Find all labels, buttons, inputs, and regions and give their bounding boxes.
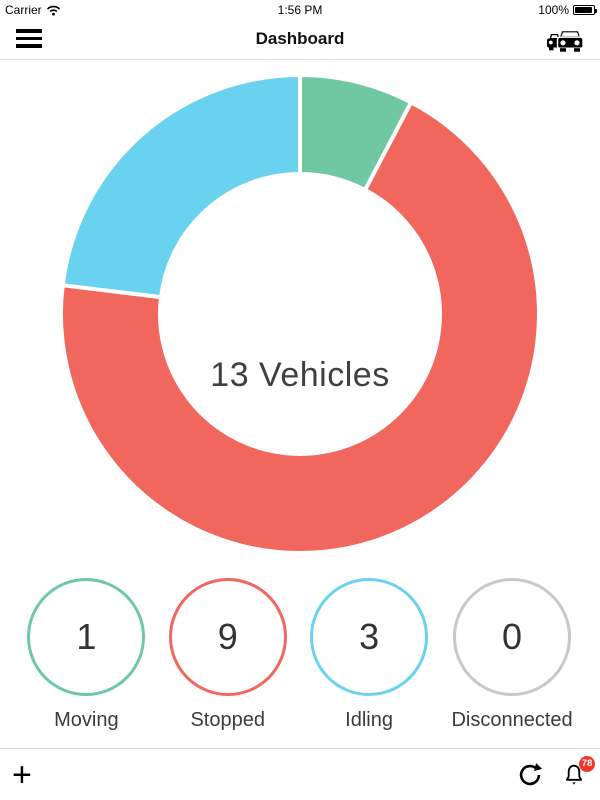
- status-item-disconnected[interactable]: 0 Disconnected: [451, 578, 573, 732]
- donut-segment-idling[interactable]: [60, 73, 302, 300]
- status-item-moving[interactable]: 1 Moving: [27, 578, 146, 732]
- idling-label: Idling: [345, 709, 393, 731]
- carrier-label: Carrier: [5, 3, 42, 17]
- status-item-stopped[interactable]: 9 Stopped: [168, 578, 287, 732]
- battery-percent-label: 100%: [538, 3, 569, 17]
- vehicle-status-donut: [58, 73, 541, 555]
- nav-bar: Dashboard: [0, 20, 600, 60]
- add-button[interactable]: +: [12, 755, 32, 794]
- status-circles-row: 1 Moving 9 Stopped 3 Idling 0 Disconnect…: [0, 578, 600, 732]
- status-bar: Carrier 1:56 PM 100%: [0, 0, 600, 20]
- disconnected-count-circle: 0: [453, 578, 572, 696]
- refresh-icon: [519, 762, 543, 785]
- bell-icon: [565, 764, 583, 785]
- stopped-count-circle: 9: [168, 578, 287, 696]
- car-fleet-icon: [547, 29, 584, 52]
- chart-center-label: 13 Vehicles: [210, 356, 390, 394]
- menu-button[interactable]: [16, 29, 42, 49]
- refresh-button[interactable]: [516, 760, 544, 790]
- wifi-icon: [46, 5, 60, 16]
- clock-label: 1:56 PM: [277, 3, 323, 17]
- idling-count-circle: 3: [310, 578, 429, 696]
- donut-segment-stopped[interactable]: [58, 100, 541, 555]
- chart-area: 13 Vehicles: [0, 60, 600, 570]
- disconnected-label: Disconnected: [451, 709, 573, 731]
- stopped-label: Stopped: [190, 709, 265, 731]
- bottom-toolbar: + 78: [0, 748, 600, 800]
- moving-count-circle: 1: [27, 578, 146, 696]
- notifications-button[interactable]: 78: [560, 755, 595, 790]
- vehicles-button[interactable]: [546, 25, 590, 55]
- battery-icon: [573, 5, 597, 15]
- moving-label: Moving: [54, 709, 119, 731]
- hamburger-icon: [16, 29, 42, 33]
- status-item-idling[interactable]: 3 Idling: [310, 578, 429, 732]
- page-title: Dashboard: [255, 29, 345, 48]
- notification-badge: 78: [579, 755, 595, 772]
